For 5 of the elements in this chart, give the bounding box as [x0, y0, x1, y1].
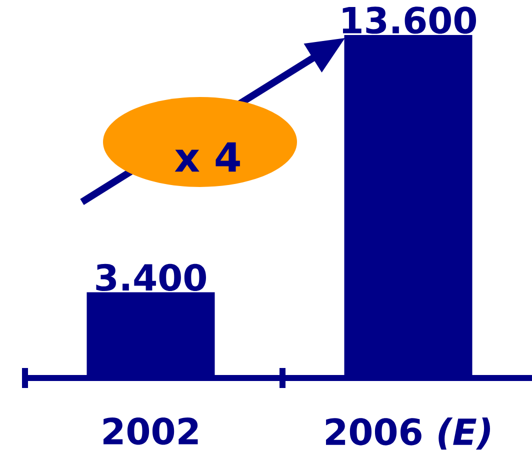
x-tick-label: 2006 (E) [326, 418, 490, 450]
annotation: x 4 [174, 142, 240, 172]
x-tick-label: 2002 [104, 418, 198, 445]
data-label: 13.600 [342, 6, 476, 34]
data-label: 3.400 [96, 264, 206, 292]
